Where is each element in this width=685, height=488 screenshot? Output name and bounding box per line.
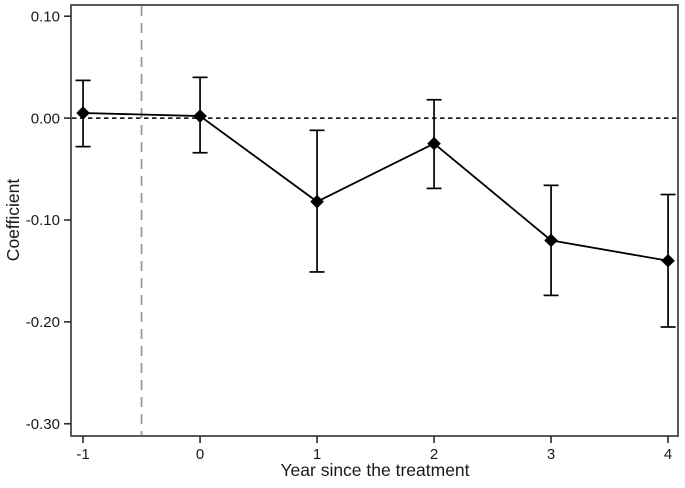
x-tick-label: 4 (664, 446, 672, 463)
y-tick-label: -0.10 (26, 212, 60, 229)
diamond-marker (544, 233, 558, 248)
y-axis-title: Coefficient (3, 179, 23, 262)
plot-layer: 0.10 0.00 -0.10 -0.20 -0.30 -1 0 1 2 3 4 (26, 4, 679, 463)
coefficient-line (83, 112, 669, 262)
y-tick-label: -0.20 (26, 314, 60, 331)
y-tick-label: -0.30 (26, 416, 60, 433)
x-tick-label: -1 (76, 446, 89, 463)
plot-border (70, 4, 679, 437)
diamond-marker (310, 194, 324, 209)
x-axis-title: Year since the treatment (280, 460, 469, 480)
y-tick-label: 0.00 (31, 110, 60, 127)
diamond-marker (427, 136, 441, 151)
x-tick-label: 3 (547, 446, 555, 463)
x-tick-label: 1 (313, 446, 321, 463)
y-tick-label: 0.10 (31, 8, 60, 25)
diamond-marker (193, 109, 207, 123)
x-tick-label: 0 (196, 446, 204, 463)
x-tick-label: 2 (430, 446, 438, 463)
diamond-marker (76, 106, 90, 120)
diamond-marker (661, 253, 675, 268)
